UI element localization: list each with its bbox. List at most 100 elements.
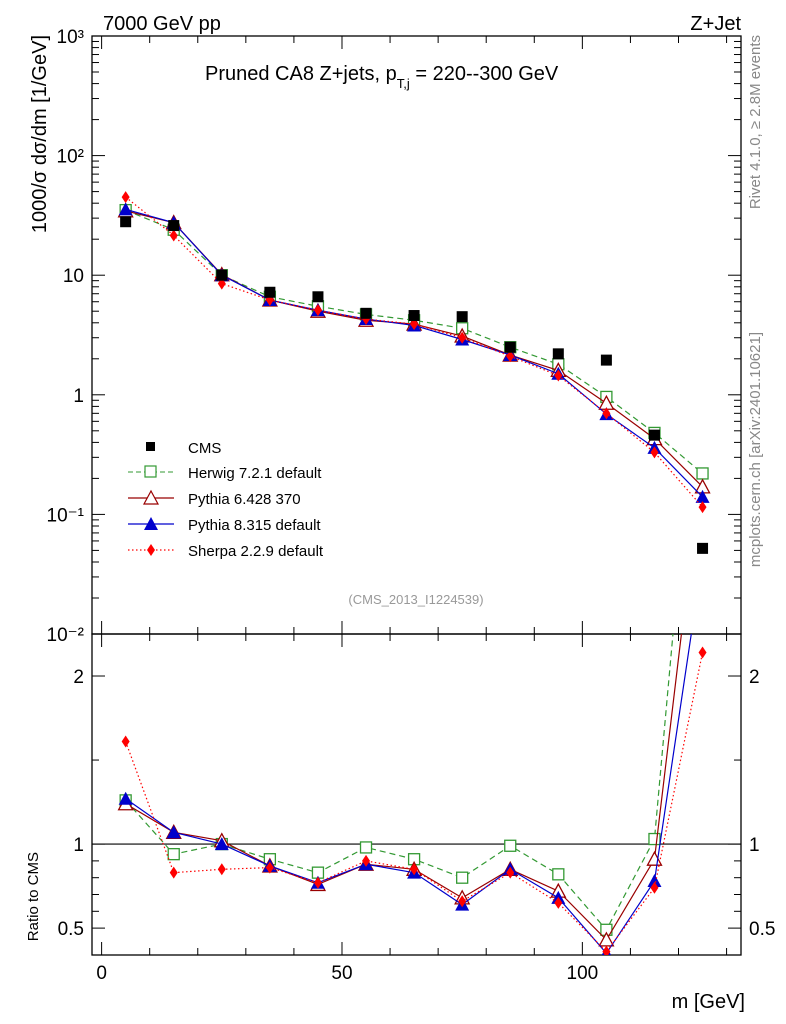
ratio-point-sherpa-2-2-9-default (217, 863, 226, 876)
analysis-id-label: (CMS_2013_I1224539) (348, 592, 483, 607)
main-point-pythia-8-315-default (695, 489, 710, 503)
main-point-cms (216, 269, 228, 281)
y-tick-label: 10⁻² (47, 625, 85, 646)
legend-marker-pythia8 (144, 517, 158, 530)
main-point-cms (360, 307, 372, 319)
x-axis-label: m [GeV] (672, 991, 745, 1013)
y-tick-label: 10² (57, 147, 84, 168)
main-series-pythia-8-315-default (118, 202, 710, 503)
ratio-point-sherpa-2-2-9-default (410, 863, 419, 876)
y-tick-label: 1 (73, 386, 84, 407)
process-label: Z+Jet (690, 13, 741, 35)
legend-entry-sherpa: Sherpa 2.2.9 default (128, 543, 324, 560)
main-point-cms (648, 429, 660, 441)
ratio-point-pythia-6-428-370 (646, 850, 663, 866)
ratio-line-herwig-7-2-1-default (125, 634, 674, 931)
ratio-point-sherpa-2-2-9-default (506, 866, 515, 879)
ratio-point-sherpa-2-2-9-default (554, 896, 563, 909)
ratio-point-sherpa-2-2-9-default (698, 646, 707, 659)
ratio-y-tick-label-right: 1 (749, 835, 760, 856)
ratio-line-sherpa-2-2-9-default (125, 652, 704, 953)
ratio-point-sherpa-2-2-9-default (362, 854, 371, 867)
main-point-cms (504, 341, 516, 353)
mcplots-label: mcplots.cern.ch [arXiv:2401.10621] (747, 332, 764, 567)
ratio-point-pythia-8-315-default (647, 874, 662, 888)
main-point-sherpa-2-2-9-default (121, 191, 130, 204)
ratio-point-herwig-7-2-1-default (648, 832, 661, 846)
legend-label-sherpa: Sherpa 2.2.9 default (188, 543, 324, 560)
ratio-point-pythia-8-315-default (166, 825, 181, 839)
y-tick-label: 10 (63, 266, 84, 287)
main-point-cms (264, 286, 276, 298)
legend-label-pythia8: Pythia 8.315 default (188, 517, 321, 534)
legend-marker-pythia6 (142, 489, 160, 505)
ratio-series-herwig-7-2-1-default (119, 301, 708, 936)
main-point-cms (552, 348, 564, 360)
main-point-cms (408, 310, 420, 322)
main-point-sherpa-2-2-9-default (410, 318, 419, 331)
y-tick-label: 10³ (57, 27, 84, 48)
ratio-y-tick-label-left: 2 (73, 667, 84, 688)
ratio-point-sherpa-2-2-9-default (458, 895, 467, 908)
y-tick-label: 10⁻¹ (47, 505, 85, 526)
ratio-y-tick-label-left: 0.5 (58, 919, 84, 940)
ratio-y-tick-label-right: 0.5 (749, 919, 775, 940)
legend-entry-herwig: Herwig 7.2.1 default (128, 465, 322, 482)
energy-label: 7000 GeV pp (103, 13, 221, 35)
ratio-point-herwig-7-2-1-default (456, 871, 469, 884)
x-tick-label: 100 (567, 963, 599, 984)
main-point-sherpa-2-2-9-default (698, 501, 707, 514)
main-y-axis-label: 1000/σ dσ/dm [1/GeV] (29, 35, 51, 233)
main-series-herwig-7-2-1-default (119, 203, 709, 480)
legend-marker-herwig (144, 465, 157, 478)
main-point-cms (120, 216, 132, 228)
ratio-point-sherpa-2-2-9-default (265, 861, 274, 874)
ratio-line-pythia-8-315-default (125, 634, 692, 955)
main-point-pythia-8-315-default (118, 202, 133, 216)
ratio-point-sherpa-2-2-9-default (650, 881, 659, 894)
main-point-sherpa-2-2-9-default (506, 350, 515, 363)
ratio-point-herwig-7-2-1-default (697, 301, 708, 312)
main-point-cms (312, 291, 324, 303)
main-point-sherpa-2-2-9-default (554, 369, 563, 382)
ratio-point-herwig-7-2-1-default (167, 848, 180, 861)
main-point-cms (168, 220, 180, 232)
main-point-herwig-7-2-1-default (696, 467, 709, 480)
ratio-y-tick-label-right: 2 (749, 667, 760, 688)
legend-label-cms: CMS (188, 440, 221, 457)
ratio-point-sherpa-2-2-9-default (602, 945, 611, 955)
main-line-sherpa-2-2-9-default (125, 196, 703, 508)
main-point-cms (456, 311, 468, 323)
ratio-point-herwig-7-2-1-default (504, 839, 517, 852)
ratio-point-herwig-7-2-1-default (552, 868, 565, 881)
main-series-sherpa-2-2-9-default (121, 191, 707, 514)
ratio-point-herwig-7-2-1-default (359, 841, 373, 854)
legend-marker-cms (146, 442, 155, 451)
ratio-point-sherpa-2-2-9-default (121, 735, 130, 748)
main-point-sherpa-2-2-9-default (169, 229, 178, 242)
ratio-point-sherpa-2-2-9-default (313, 876, 322, 889)
legend: CMS Herwig 7.2.1 default Pythia 6.428 37… (128, 440, 324, 560)
legend-entry-cms: CMS (146, 440, 221, 457)
main-series-cms (120, 216, 709, 554)
main-point-sherpa-2-2-9-default (313, 304, 322, 317)
ratio-series-sherpa-2-2-9-default (121, 646, 707, 955)
legend-label-herwig: Herwig 7.2.1 default (188, 465, 322, 482)
ratio-point-sherpa-2-2-9-default (169, 866, 178, 879)
chart-marks: 10⁻² 10⁻¹ 1 10 10² 10³ 0 50 100 0.5 0.5 1 1 2 2 (47, 27, 776, 984)
rivet-version-label: Rivet 4.1.0, ≥ 2.8M events (747, 35, 764, 209)
main-title: Pruned CA8 Z+jets, pT,j = 220--300 GeV (205, 63, 559, 91)
ratio-point-pythia-8-315-default (214, 837, 229, 851)
main-line-herwig-7-2-1-default (125, 209, 703, 474)
x-tick-label: 0 (96, 963, 107, 984)
main-point-sherpa-2-2-9-default (458, 331, 467, 344)
main-point-sherpa-2-2-9-default (650, 446, 659, 459)
main-point-sherpa-2-2-9-default (602, 407, 611, 420)
ratio-panel-frame (91, 633, 742, 956)
legend-label-pythia6: Pythia 6.428 370 (188, 491, 301, 508)
main-point-cms (697, 542, 709, 554)
ratio-y-tick-label-left: 1 (73, 835, 84, 856)
ratio-point-pythia-6-428-370 (696, 451, 710, 464)
main-point-cms (600, 354, 612, 366)
